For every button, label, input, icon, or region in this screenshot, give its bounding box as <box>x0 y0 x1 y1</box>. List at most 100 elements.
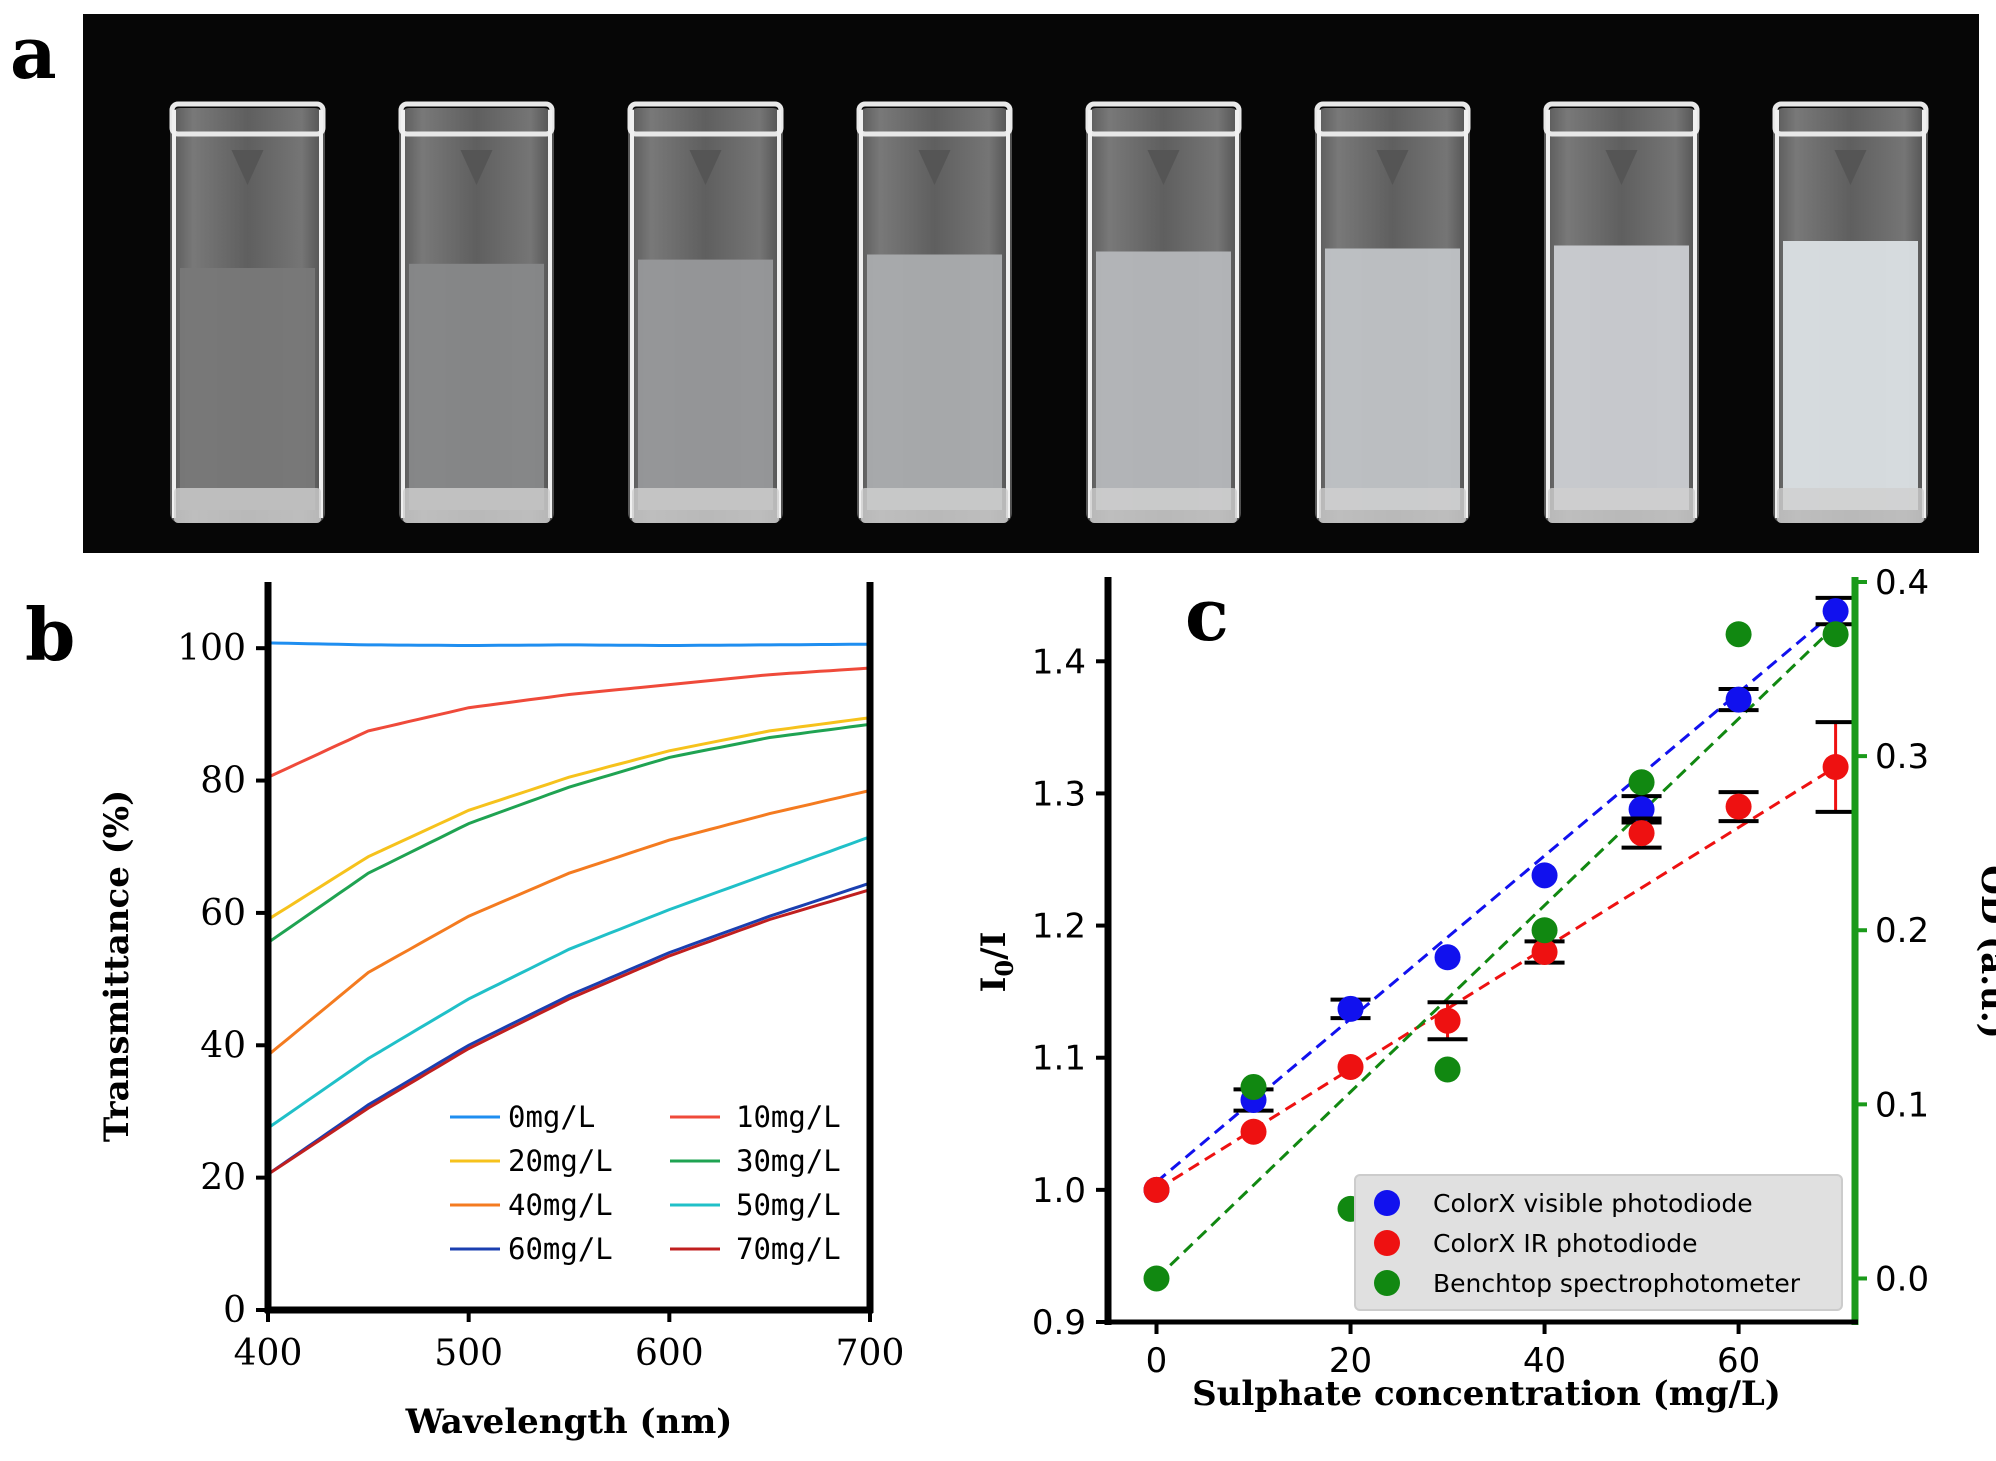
cuvette-base <box>1548 488 1695 523</box>
y-tick-label: 40 <box>200 1025 246 1066</box>
panel-c-letter: c <box>1185 572 1229 657</box>
y-axis-label-main: I <box>974 977 1014 993</box>
cuvette-marker <box>1605 150 1638 185</box>
series-line-30mg/L <box>267 722 871 944</box>
y-tick-label: 100 <box>177 628 246 669</box>
x-tick-label: 600 <box>635 1333 704 1374</box>
cuvette-liquid <box>409 263 544 510</box>
y-tick-label: 80 <box>200 761 246 802</box>
fit-line-ColorX IR photodiode <box>1155 765 1837 1192</box>
cuvette-marker <box>918 150 951 185</box>
legend-label: 30mg/L <box>736 1144 841 1178</box>
series-line-70mg/L <box>267 888 871 1176</box>
data-point <box>1628 769 1655 796</box>
y2-axis-label: OD (a.u.) <box>1973 865 1996 1039</box>
cuvette <box>1543 101 1700 523</box>
legend-label: ColorX IR photodiode <box>1433 1229 1698 1258</box>
x-axis-label: Sulphate concentration (mg/L) <box>1192 1374 1781 1414</box>
data-point <box>1822 754 1849 780</box>
data-point <box>1434 944 1461 971</box>
cuvette <box>856 101 1013 523</box>
y2-tick-label: 0.4 <box>1875 563 1929 603</box>
series-line-40mg/L <box>267 789 871 1057</box>
cuvette <box>1085 101 1242 523</box>
cuvette-base <box>403 488 550 523</box>
data-point <box>1143 1265 1170 1292</box>
fit-line-ColorX visible photodiode <box>1155 609 1837 1184</box>
y-axis-label: I0/I <box>974 932 1019 993</box>
cuvette-base <box>174 488 321 523</box>
fit-line-Benchtop spectrophotometer <box>1155 624 1837 1280</box>
x-axis-label: Wavelength (nm) <box>405 1402 733 1442</box>
legend-marker <box>1374 1230 1400 1256</box>
legend-label: 10mg/L <box>736 1100 841 1134</box>
x-tick-label: 20 <box>1329 1341 1372 1381</box>
data-point <box>1628 820 1655 847</box>
panel-b-letter: b <box>25 592 75 677</box>
cuvette-marker <box>231 150 264 185</box>
panel-a-photo <box>83 14 1979 553</box>
data-point <box>1337 1053 1364 1080</box>
data-point <box>1531 939 1558 965</box>
legend-marker <box>1374 1270 1400 1296</box>
x-tick-label: 700 <box>836 1333 905 1374</box>
cuvette-marker <box>460 150 493 185</box>
y-axis-label: Transmittance (%) <box>97 790 137 1142</box>
x-tick-label: 40 <box>1523 1341 1566 1381</box>
legend-label: 70mg/L <box>736 1232 841 1266</box>
cuvette <box>1772 101 1929 523</box>
sulphate-calibration-chart: 0.9 1.0 1.1 1.2 1.3 1.4 0.0 0.1 0.2 0.3 0.4 0 20 40 60… <box>974 563 1996 1414</box>
data-point <box>1434 1007 1461 1034</box>
data-point <box>1434 1056 1461 1083</box>
legend-label: 40mg/L <box>508 1188 613 1222</box>
cuvette-liquid <box>1554 245 1689 510</box>
data-point <box>1531 862 1558 889</box>
legend-label: 0mg/L <box>508 1100 595 1134</box>
data-point <box>1337 995 1364 1022</box>
data-point <box>1822 621 1849 648</box>
panel-a-letter: a <box>10 10 57 95</box>
cuvette-liquid <box>638 259 773 510</box>
cuvette-liquid <box>1325 248 1460 510</box>
legend-label: Benchtop spectrophotometer <box>1433 1269 1801 1298</box>
cuvette-marker <box>1147 150 1180 185</box>
legend-box <box>1354 1174 1843 1311</box>
legend-label: ColorX visible photodiode <box>1433 1189 1753 1218</box>
y-tick-label: 1.0 <box>1032 1171 1086 1211</box>
y-tick-label: 1.1 <box>1032 1039 1086 1079</box>
y-tick-label: 0.9 <box>1032 1303 1086 1343</box>
cuvette-liquid <box>1783 241 1918 510</box>
y-tick-label: 60 <box>200 893 246 934</box>
data-point <box>1240 1118 1267 1145</box>
y2-tick-label: 0.0 <box>1875 1259 1929 1299</box>
data-point <box>1240 1073 1267 1100</box>
cuvette-base <box>861 488 1008 523</box>
cuvette <box>398 101 555 523</box>
y-tick-label: 1.3 <box>1032 774 1086 814</box>
legend-label: 60mg/L <box>508 1232 613 1266</box>
x-tick-label: 60 <box>1717 1341 1760 1381</box>
cuvette <box>1314 101 1471 523</box>
x-tick-label: 0 <box>1146 1341 1168 1381</box>
series-line-20mg/L <box>267 716 871 921</box>
cuvette-base <box>632 488 779 523</box>
cuvette-marker <box>689 150 722 185</box>
cuvette-marker <box>1376 150 1409 185</box>
y-axis-label-sub: 0 <box>990 960 1019 977</box>
x-tick-label: 500 <box>434 1333 503 1374</box>
y-tick-label: 0 <box>223 1290 246 1331</box>
data-point <box>1725 621 1752 648</box>
y2-tick-label: 0.3 <box>1875 737 1929 777</box>
cuvette <box>627 101 784 523</box>
y2-tick-label: 0.2 <box>1875 911 1929 951</box>
cuvette-row <box>169 101 1929 523</box>
data-point <box>1143 1176 1170 1203</box>
legend-label: 50mg/L <box>736 1188 841 1222</box>
cuvette-liquid <box>180 268 315 510</box>
legend-marker <box>1374 1190 1400 1216</box>
series-line-0mg/L <box>267 641 871 647</box>
y-tick-label: 20 <box>200 1158 246 1199</box>
y-tick-label: 1.4 <box>1032 642 1086 682</box>
y2-tick-label: 0.1 <box>1875 1085 1929 1125</box>
